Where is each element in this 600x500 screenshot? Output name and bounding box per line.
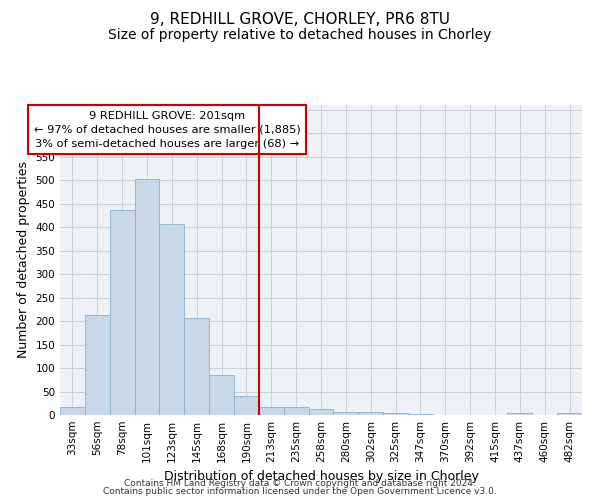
Bar [259, 406, 284, 415]
Bar [85, 315, 110, 415]
Bar [110, 210, 134, 415]
Bar [234, 396, 259, 415]
Bar [358, 412, 383, 415]
Text: Contains public sector information licensed under the Open Government Licence v3: Contains public sector information licen… [103, 487, 497, 496]
Bar [334, 412, 358, 415]
Bar [160, 224, 184, 415]
Bar [508, 412, 532, 415]
Bar [134, 178, 160, 415]
Text: 9 REDHILL GROVE: 201sqm
← 97% of detached houses are smaller (1,885)
3% of semi-: 9 REDHILL GROVE: 201sqm ← 97% of detache… [34, 110, 300, 148]
Bar [209, 375, 234, 415]
Bar [408, 414, 433, 415]
Bar [557, 412, 582, 415]
Text: 9, REDHILL GROVE, CHORLEY, PR6 8TU: 9, REDHILL GROVE, CHORLEY, PR6 8TU [150, 12, 450, 28]
Y-axis label: Number of detached properties: Number of detached properties [17, 162, 30, 358]
Bar [383, 412, 408, 415]
Bar [308, 410, 334, 415]
Text: Contains HM Land Registry data © Crown copyright and database right 2024.: Contains HM Land Registry data © Crown c… [124, 478, 476, 488]
Bar [60, 408, 85, 415]
Bar [184, 318, 209, 415]
Bar [284, 408, 308, 415]
Text: Size of property relative to detached houses in Chorley: Size of property relative to detached ho… [109, 28, 491, 42]
X-axis label: Distribution of detached houses by size in Chorley: Distribution of detached houses by size … [164, 470, 478, 484]
